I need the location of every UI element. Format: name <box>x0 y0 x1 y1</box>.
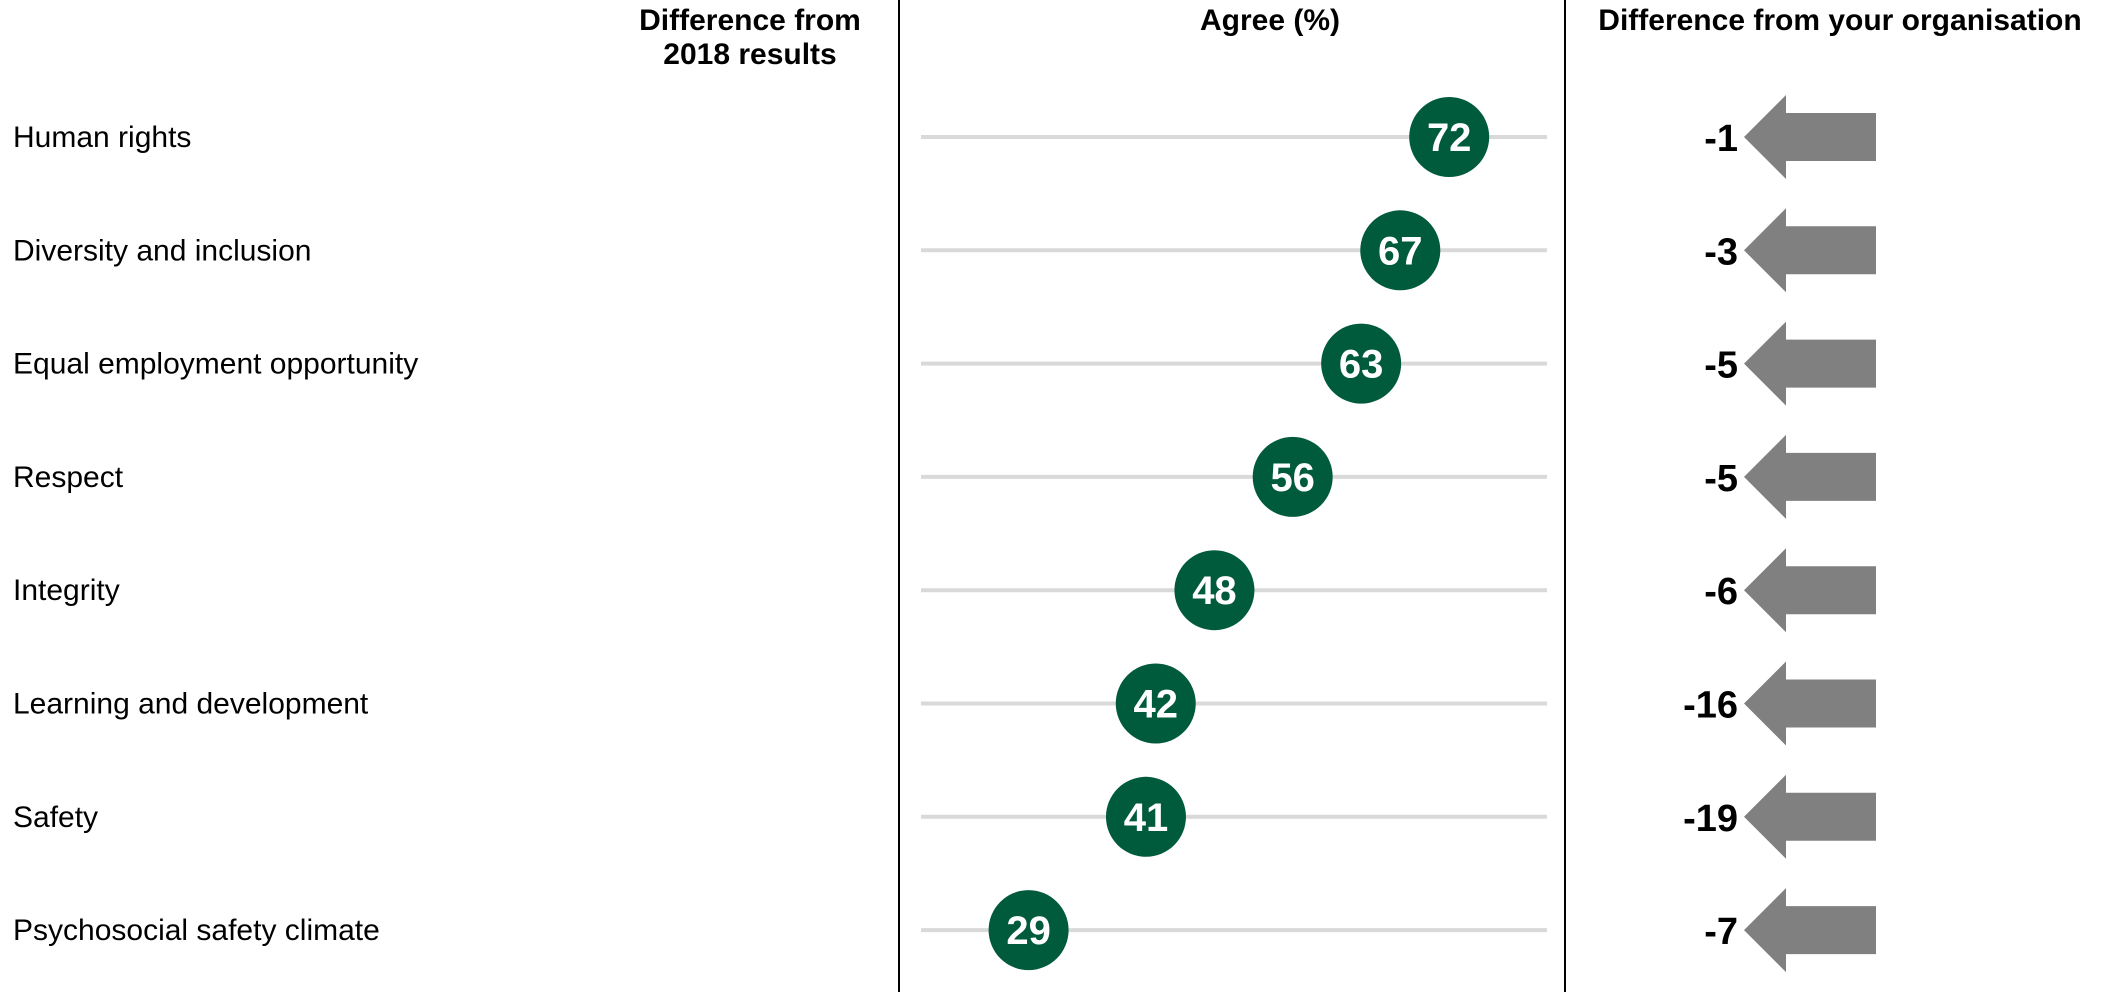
column-divider-left <box>898 0 900 992</box>
down-arrow-icon <box>1744 888 1876 973</box>
agree-value-label: 42 <box>1134 683 1179 727</box>
agree-dot <box>1115 663 1196 744</box>
agree-value-label: 41 <box>1124 796 1169 840</box>
header-difference-from-organisation: Difference from your organisation <box>1598 4 2082 37</box>
agree-dot <box>1174 550 1255 631</box>
row-label: Equal employment opportunity <box>13 348 418 381</box>
difference-value-label: -5 <box>1704 458 1738 500</box>
header-agree-percent: Agree (%) <box>1199 4 1341 37</box>
agree-value-label: 29 <box>1006 909 1051 953</box>
agree-dot <box>1321 323 1402 404</box>
difference-value-label: -5 <box>1704 345 1738 387</box>
down-arrow-icon <box>1744 95 1876 179</box>
agree-dot <box>1360 210 1441 291</box>
header-difference-from-2018-line2: 2018 results <box>663 38 837 71</box>
difference-value-label: -1 <box>1704 118 1738 160</box>
column-divider-right <box>1564 0 1566 992</box>
agree-value-label: 67 <box>1378 229 1423 273</box>
agree-dot <box>1105 776 1186 857</box>
agree-dot <box>1409 97 1490 177</box>
down-arrow-icon <box>1744 434 1876 519</box>
agree-dot <box>1252 436 1333 517</box>
row-label: Integrity <box>13 574 120 607</box>
agree-value-label: 72 <box>1427 116 1472 160</box>
row-label: Psychosocial safety climate <box>13 914 380 947</box>
difference-value-label: -16 <box>1683 685 1738 727</box>
down-arrow-icon <box>1744 321 1876 406</box>
difference-value-label: -6 <box>1704 571 1738 613</box>
row-label: Respect <box>13 461 124 494</box>
agree-value-label: 56 <box>1270 456 1315 500</box>
row-label: Safety <box>13 801 98 834</box>
agree-value-label: 63 <box>1339 343 1384 387</box>
difference-value-label: -3 <box>1704 231 1738 273</box>
down-arrow-icon <box>1744 208 1876 293</box>
down-arrow-icon <box>1744 548 1876 633</box>
header-difference-from-2018: Difference from 2018 results <box>620 4 880 72</box>
agree-dot <box>988 890 1069 971</box>
row-label: Learning and development <box>13 688 369 721</box>
down-arrow-icon <box>1744 774 1876 859</box>
row-label: Diversity and inclusion <box>13 234 311 267</box>
row-label: Human rights <box>13 121 191 154</box>
difference-value-label: -7 <box>1704 911 1738 953</box>
header-difference-from-2018-line1: Difference from <box>639 4 861 37</box>
down-arrow-icon <box>1744 661 1876 746</box>
agree-value-label: 48 <box>1192 569 1237 613</box>
difference-value-label: -19 <box>1683 798 1738 840</box>
